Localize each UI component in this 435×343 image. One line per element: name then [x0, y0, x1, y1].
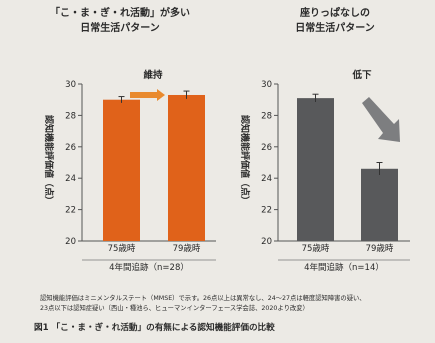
chart-right: 座りっぱなしの 日常生活パターン 認知機能評価値（点） 20 22 24 26 28 30… [239, 6, 410, 273]
left-category-labels: 75歳時 79歳時 [108, 243, 201, 254]
left-y-tick-label: 28 [65, 111, 76, 121]
right-y-tick-label: 28 [261, 111, 272, 121]
right-y-tick-label: 22 [261, 206, 272, 216]
right-bar-1 [297, 98, 334, 241]
right-y-tick-label: 20 [261, 237, 272, 247]
right-bars [297, 93, 398, 241]
right-annotation-label: 低下 [351, 69, 372, 81]
left-y-tick-label: 24 [65, 174, 76, 184]
left-category-label: 79歳時 [173, 243, 201, 254]
left-x-group-label: 4年間追跡（n=28） [109, 262, 189, 273]
left-bar-2 [168, 94, 205, 242]
left-y-tick-label: 20 [65, 237, 76, 247]
right-category-label: 79歳時 [366, 243, 394, 254]
left-y-axis-label: 認知機能評価値（点） [43, 115, 55, 205]
right-y-ticks: 20 22 24 26 28 30 [261, 80, 278, 247]
right-category-labels: 75歳時 79歳時 [302, 243, 394, 254]
footnote-line1: 認知機能評価はミニメンタルステート（MMSE）で示す。26点以上は異常なし、24… [40, 293, 366, 302]
left-title-line1: 「こ・ま・ぎ・れ活動」が多い [50, 6, 190, 19]
left-bars [103, 90, 205, 242]
right-y-tick-label: 30 [261, 80, 272, 90]
right-category-label: 75歳時 [302, 243, 330, 254]
left-annotation-label: 維持 [143, 69, 163, 81]
left-category-label: 75歳時 [108, 243, 136, 254]
right-annotation: 低下 [351, 69, 400, 142]
chart-left: 「こ・ま・ぎ・れ活動」が多い 日常生活パターン 認知機能評価値（点） 20222… [43, 6, 216, 273]
left-y-ticks: 20 22 24 26 28 30 [65, 80, 82, 247]
figure-caption: 図1 「こ・ま・ぎ・れ活動」の有無による認知機能評価の比較 [34, 321, 275, 333]
right-y-tick-label: 24 [261, 174, 272, 184]
left-title-line2: 日常生活パターン [80, 21, 160, 34]
right-y-tick-label: 26 [261, 143, 272, 153]
maintain-arrow-icon [130, 89, 165, 101]
left-annotation: 維持 [130, 69, 165, 101]
decline-arrow-icon [362, 97, 400, 142]
right-title-line1: 座りっぱなしの [299, 6, 370, 19]
left-y-tick-label: 22 [65, 206, 76, 216]
right-title-line2: 日常生活パターン [295, 21, 375, 34]
left-bar-1 [103, 99, 140, 241]
right-y-axis-label: 認知機能評価値（点） [239, 115, 251, 205]
left-y-tick-label: 26 [65, 143, 76, 153]
right-x-group-label: 4年間追跡（n=14） [304, 262, 384, 273]
footnote-line2: 23点以下は認知症疑い（西山・種池ら、ヒューマンインターフェース学会誌、2020… [40, 303, 309, 312]
right-bar-2 [361, 168, 398, 241]
left-y-tick-label: 30 [65, 80, 76, 90]
